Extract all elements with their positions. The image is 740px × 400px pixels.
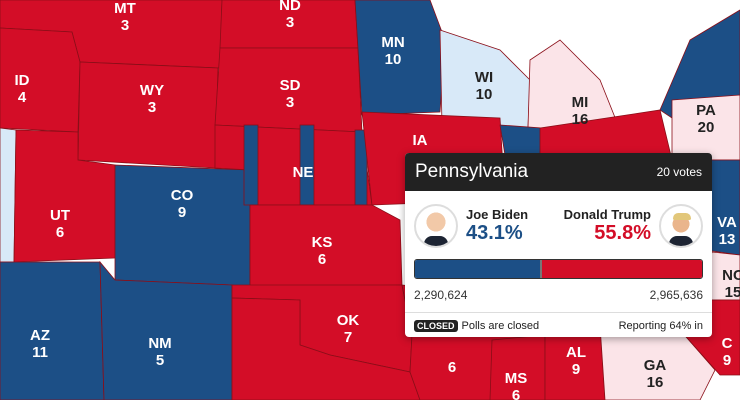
poll-status: Polls are closed — [461, 320, 540, 332]
state-votes-label: 16 — [647, 374, 664, 391]
tooltip-state-name: Pennsylvania — [415, 161, 529, 182]
state-votes-label: 9 — [178, 204, 186, 221]
biden-avatar — [414, 204, 458, 248]
state-NV[interactable] — [0, 127, 17, 263]
candidate-rep: Donald Trump 55.8% — [564, 201, 703, 251]
state-abbr-label: SD — [280, 77, 301, 94]
state-abbr-label: WI — [475, 69, 493, 86]
state-abbr-label: NM — [148, 335, 171, 352]
state-abbr-label: NE — [293, 164, 314, 181]
state-CO[interactable] — [114, 164, 251, 289]
state-abbr-label: WY — [140, 82, 164, 99]
rep-vote-count: 2,965,636 — [649, 288, 703, 302]
state-abbr-label: OK — [337, 312, 360, 329]
state-AZ[interactable] — [0, 261, 105, 400]
state-votes-label: 3 — [286, 14, 294, 31]
closed-badge: CLOSED — [414, 320, 458, 332]
rep-percent: 55.8% — [594, 222, 651, 244]
state-votes-label: 9 — [723, 352, 731, 369]
trump-avatar — [659, 204, 703, 248]
state-abbr-label: CO — [171, 187, 194, 204]
state-tooltip: Pennsylvania 20 votes Joe Biden 43.1% Do… — [405, 153, 712, 337]
state-abbr-label: MN — [381, 34, 404, 51]
state-votes-label: 11 — [32, 344, 48, 361]
state-abbr-label: MS — [505, 370, 528, 387]
reporting-status: Reporting 64% in — [618, 320, 703, 332]
state-votes-label: 9 — [572, 361, 580, 378]
state-abbr-label: KS — [312, 234, 333, 251]
state-abbr-label: MI — [572, 94, 589, 111]
state-votes-label: 7 — [344, 329, 352, 346]
rep-share-fill — [540, 260, 702, 278]
state-votes-label: 6 — [512, 387, 520, 400]
state-votes-label: 6 — [56, 224, 64, 241]
state-votes-label: 6 — [448, 359, 456, 376]
state-votes-label: 10 — [476, 86, 493, 103]
state-abbr-label: ID — [15, 72, 30, 89]
state-abbr-label: C — [722, 335, 733, 352]
state-abbr-label: GA — [644, 357, 667, 374]
dem-percent: 43.1% — [466, 222, 523, 244]
tooltip-electoral-votes: 20 votes — [656, 165, 702, 179]
state-votes-label: 5 — [156, 352, 164, 369]
state-IL[interactable] — [499, 124, 543, 156]
state-votes-label: 10 — [385, 51, 402, 68]
state-PA[interactable] — [671, 94, 740, 161]
candidate-dem: Joe Biden 43.1% — [414, 201, 528, 251]
state-votes-label: 20 — [698, 119, 715, 136]
dem-name: Joe Biden — [466, 207, 529, 222]
tooltip-header: Pennsylvania 20 votes — [405, 153, 712, 191]
state-votes-label: 16 — [572, 111, 589, 128]
state-votes-label: 15 — [725, 284, 740, 301]
state-ID[interactable] — [0, 27, 81, 133]
state-votes-label: 4 — [18, 89, 27, 106]
rep-name: Donald Trump — [563, 207, 651, 222]
state-TX[interactable] — [231, 297, 421, 400]
state-abbr-label: PA — [696, 102, 716, 119]
dem-vote-count: 2,290,624 — [414, 288, 468, 302]
state-KS[interactable] — [249, 204, 403, 289]
ne-district-stripe — [243, 124, 259, 206]
state-votes-label: 13 — [719, 231, 736, 248]
state-abbr-label: VA — [717, 214, 737, 231]
state-abbr-label: MT — [114, 0, 136, 17]
state-votes-label: 3 — [121, 17, 129, 34]
state-abbr-label: AZ — [30, 327, 50, 344]
state-votes-label: 3 — [148, 99, 156, 116]
state-abbr-label: IA — [413, 132, 428, 149]
state-abbr-label: NC — [722, 267, 740, 284]
state-abbr-label: UT — [50, 207, 70, 224]
vote-share-bar — [414, 259, 703, 279]
dem-share-fill — [415, 260, 541, 278]
state-abbr-label: AL — [566, 344, 586, 361]
state-votes-label: 6 — [318, 251, 326, 268]
state-votes-label: 3 — [286, 94, 294, 111]
state-abbr-label: ND — [279, 0, 301, 14]
